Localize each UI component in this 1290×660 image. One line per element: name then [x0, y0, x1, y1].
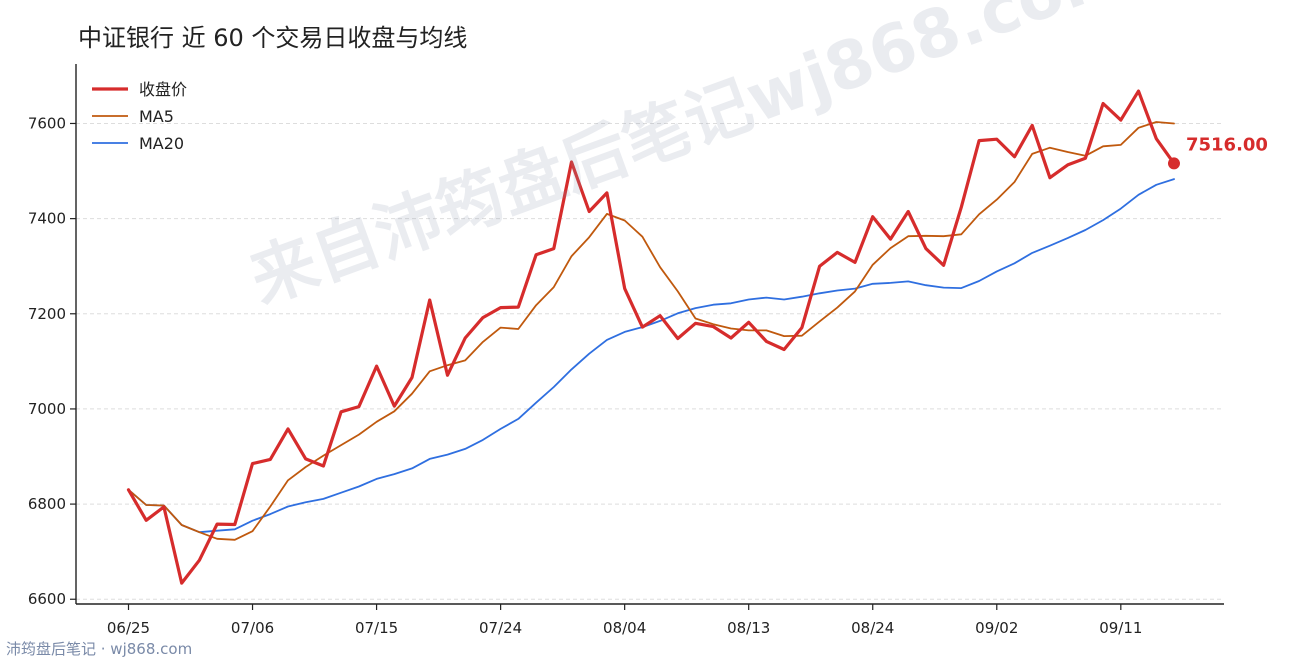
axes — [70, 64, 1224, 610]
y-tick-label: 6600 — [28, 590, 66, 608]
legend-label: MA5 — [139, 107, 174, 126]
x-tick-label: 08/13 — [727, 619, 770, 637]
x-tick-label: 07/06 — [231, 619, 274, 637]
last-close-label: 7516.00 — [1186, 134, 1268, 155]
tick-labels: 6600 6800 7000 7200 7400 7600 06/25 07/06 07/15 0… — [28, 114, 1143, 637]
legend-label: MA20 — [139, 134, 184, 153]
legend-label: 收盘价 — [139, 80, 187, 99]
chart-title: 中证银行 近 60 个交易日收盘与均线 — [78, 24, 468, 52]
x-tick-label: 07/15 — [355, 619, 398, 637]
y-tick-label: 7000 — [28, 400, 66, 418]
footer-credit: 沛筠盘后笔记 · wj868.com — [6, 640, 193, 658]
y-tick-label: 6800 — [28, 495, 66, 513]
y-tick-label: 7600 — [28, 114, 66, 132]
x-tick-label: 09/11 — [1099, 619, 1142, 637]
series-line-close — [126, 89, 1176, 585]
y-tick-label: 7200 — [28, 305, 66, 323]
x-tick-label: 06/25 — [107, 619, 150, 637]
x-tick-label: 07/24 — [479, 619, 522, 637]
last-value-marker: 7516.00 — [1167, 134, 1268, 170]
series-lines — [126, 89, 1176, 585]
x-tick-label: 08/24 — [851, 619, 894, 637]
last-close-dot — [1167, 157, 1180, 170]
grid-lines — [76, 122, 1224, 600]
x-tick-label: 09/02 — [975, 619, 1018, 637]
series-line-ma5 — [127, 121, 1175, 541]
legend: 收盘价 MA5 MA20 — [92, 80, 187, 153]
x-tick-label: 08/04 — [603, 619, 646, 637]
y-tick-label: 7400 — [28, 210, 66, 228]
series-line-ma20 — [127, 178, 1175, 534]
